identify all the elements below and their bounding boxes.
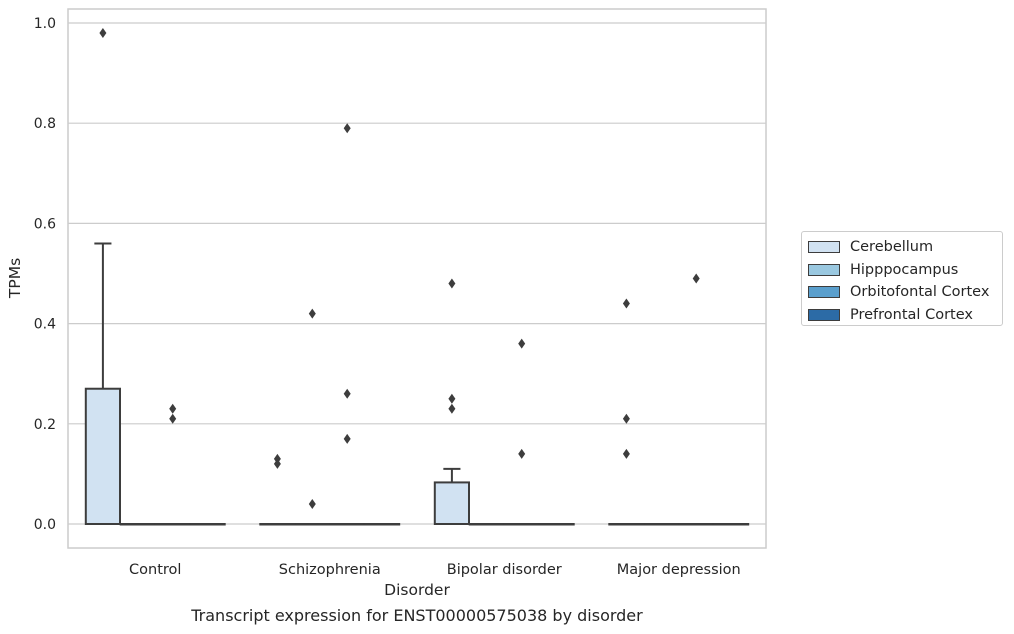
box-prefrontal-cortex — [189, 523, 226, 526]
x-tick-label: Schizophrenia — [279, 562, 381, 578]
outlier-point — [343, 123, 351, 134]
box-cerebellum — [84, 28, 122, 526]
legend-swatch — [808, 263, 840, 276]
box-orbitofontal-cortex — [678, 273, 715, 526]
chart-caption: Transcript expression for ENST0000057503… — [191, 606, 643, 625]
box-cerebellum — [259, 453, 296, 526]
y-tick-label: 0.2 — [34, 417, 56, 433]
boxes — [84, 28, 750, 526]
outlier-point — [448, 393, 456, 404]
box-hipppocampus — [643, 523, 680, 526]
legend-label: Cerebellum — [850, 239, 934, 256]
box-cerebellum — [433, 278, 471, 525]
outlier-point — [518, 448, 526, 459]
box-prefrontal-cortex — [538, 523, 575, 526]
outlier-point — [622, 413, 630, 424]
legend-label: Prefrontal Cortex — [850, 306, 973, 323]
grid-lines — [68, 22, 766, 525]
outlier-point — [448, 278, 456, 289]
outlier-point — [622, 298, 630, 309]
outlier-point — [308, 308, 316, 319]
box-body — [84, 387, 122, 526]
box-hipppocampus — [468, 523, 505, 526]
legend-item: Hipppocampus — [808, 259, 1002, 282]
box-cerebellum — [608, 298, 645, 526]
legend-label: Orbitofontal Cortex — [850, 284, 990, 301]
legend-item: Prefrontal Cortex — [808, 304, 1002, 327]
plot-frame — [67, 8, 767, 549]
y-tick-label: 0.4 — [34, 317, 56, 333]
outlier-point — [343, 433, 351, 444]
legend-swatch — [808, 308, 840, 321]
y-tick-label: 1.0 — [34, 16, 56, 32]
outlier-point — [169, 413, 177, 424]
outlier-point — [99, 28, 107, 39]
box-orbitofontal-cortex — [503, 338, 540, 526]
outlier-point — [169, 403, 177, 414]
x-tick-label: Bipolar disorder — [447, 562, 562, 578]
y-tick-label: 0.0 — [34, 517, 56, 533]
outlier-point — [343, 388, 351, 399]
legend-item: Cerebellum — [808, 236, 1002, 259]
outlier-point — [273, 458, 281, 469]
x-tick-labels: Control Schizophrenia Bipolar disorder Majo… — [129, 562, 741, 578]
outlier-point — [273, 453, 281, 464]
x-tick-label: Control — [129, 562, 181, 578]
box-hipppocampus — [119, 523, 156, 526]
box-body — [433, 481, 471, 525]
box-orbitofontal-cortex — [154, 403, 191, 526]
legend-swatch — [808, 241, 840, 254]
x-tick-label: Major depression — [617, 562, 741, 578]
y-tick-labels: 0.0 0.2 0.4 0.6 0.8 1.0 — [34, 16, 56, 533]
outlier-point — [518, 338, 526, 349]
y-axis-label: TPMs — [6, 258, 24, 299]
y-tick-label: 0.8 — [34, 116, 56, 132]
box-prefrontal-cortex — [363, 523, 401, 526]
y-tick-label: 0.6 — [34, 216, 56, 232]
legend-item: Orbitofontal Cortex — [808, 281, 1002, 304]
box-prefrontal-cortex — [712, 523, 750, 526]
legend: Cerebellum Hipppocampus Orbitofontal Corte… — [801, 231, 1003, 326]
legend-label: Hipppocampus — [850, 261, 959, 278]
outlier-point — [448, 403, 456, 414]
outlier-point — [692, 273, 700, 284]
outlier-point — [622, 448, 630, 459]
outlier-point — [308, 498, 316, 509]
box-hipppocampus — [294, 308, 331, 526]
legend-swatch — [808, 286, 840, 299]
x-axis-label: Disorder — [384, 581, 450, 599]
